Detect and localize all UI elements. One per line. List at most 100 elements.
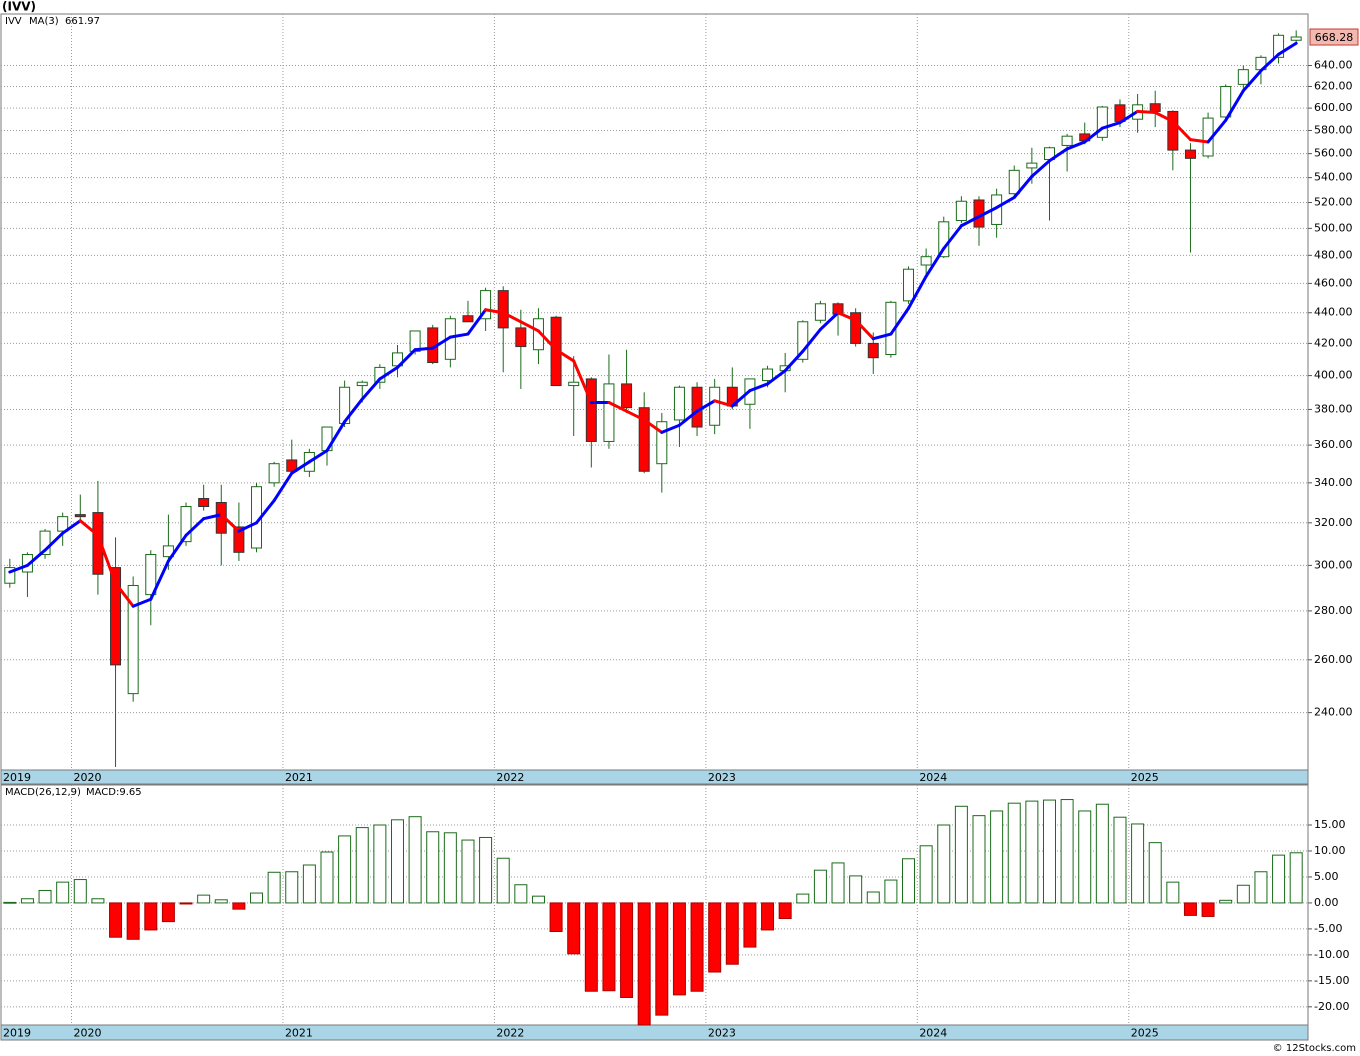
candle-body [145,553,157,596]
macd-bar [902,858,916,904]
ma-segment [255,499,276,525]
y-tick-label: 640.00 [1314,59,1353,72]
macd-bar [567,902,581,955]
macd-bar [161,902,175,923]
macd-bar [373,824,387,904]
ma-segment [237,521,259,533]
ma-segment [1047,147,1069,163]
macd-bar [126,902,140,940]
macd-bar [1236,884,1250,904]
legend-name: MACD: [86,787,119,798]
ma-segment [748,382,770,393]
macd-bar [796,893,810,904]
macd-bar [531,895,545,904]
footer: © 12Stocks.com [1273,1043,1356,1054]
ma-segment [995,195,1016,210]
candle-body [638,407,650,472]
x-tick-label: 2025 [1131,1027,1159,1040]
macd-bar [302,864,316,904]
ma-segment [360,377,382,401]
x-tick-label: 2019 [3,1027,31,1040]
date-axis-bar [0,1024,1309,1041]
macd-bar [1148,842,1162,904]
macd-bar [1078,810,1092,904]
ma-segment [695,399,717,413]
macd-bar [849,875,863,904]
macd-bar [602,902,616,992]
ma-segment [889,306,911,336]
macd-bar [708,902,722,973]
ma-segment [1206,118,1228,144]
x-tick-label: 2021 [285,771,313,784]
macd-bar [778,902,792,920]
ma-segment [43,531,65,552]
macd-bar [972,815,986,904]
macd-bar [109,902,123,938]
candle-body [198,498,210,508]
macd-bar [179,902,193,905]
ma-segment [1171,119,1192,142]
y-tick-label: 360.00 [1314,438,1353,451]
chart-title: (IVV) [2,0,36,14]
candle-body [356,381,368,387]
macd-bar [1113,816,1127,904]
macd-bar [1042,799,1056,904]
macd-bar [338,835,352,904]
candle-body [497,290,509,329]
macd-bar [479,836,493,904]
macd-bar [214,899,228,904]
ma-segment [677,409,699,427]
macd-bar [443,832,457,904]
legend-value: 9.65 [119,787,141,798]
ma-segment [1277,41,1298,56]
macd-bar [1060,799,1074,904]
candle-body [127,584,139,695]
ma-segment [61,519,82,535]
y-tick-label: -5.00 [1314,922,1342,935]
candle-body [797,321,809,360]
candle-body [903,268,915,302]
x-tick-label: 2022 [496,771,524,784]
ma-segment [1188,138,1210,144]
macd-bar [761,902,775,931]
ma-segment [78,519,100,537]
y-tick-label: 500.00 [1314,221,1353,234]
candle-body [850,312,862,344]
candle-body [39,530,51,555]
ma-segment [1118,109,1140,125]
ma-segment [713,399,734,408]
macd-bar [584,902,598,992]
ma-segment [484,308,505,315]
candle-body [268,463,280,484]
macd-bar [672,902,686,996]
ma-segment [519,320,540,333]
macd-bar [866,891,880,904]
y-tick-label: 0.00 [1314,896,1339,909]
macd-bar [285,871,299,904]
y-tick-label: 5.00 [1314,870,1339,883]
ma-segment [959,215,981,228]
x-tick-label: 2020 [73,771,101,784]
ma-segment [1259,52,1281,73]
y-tick-label: 240.00 [1314,706,1353,719]
macd-bar [1025,800,1039,904]
macd-bar [725,902,739,965]
ma-segment [783,349,805,373]
macd-bar [655,902,669,1016]
ma-segment [730,389,752,408]
candle-body [4,567,16,584]
candle-body [585,378,597,442]
candle-body [233,526,245,553]
macd-bar [144,902,158,931]
candle-body [867,342,879,359]
ma-segment [536,329,558,352]
macd-bar [919,845,933,904]
last-price-label: 668.28 [1315,31,1354,44]
y-tick-label: 620.00 [1314,79,1353,92]
ma-segment [607,401,629,413]
macd-bar [390,819,404,904]
macd-bar [461,839,475,904]
y-tick-label: 540.00 [1314,171,1353,184]
ma-segment [977,206,999,219]
